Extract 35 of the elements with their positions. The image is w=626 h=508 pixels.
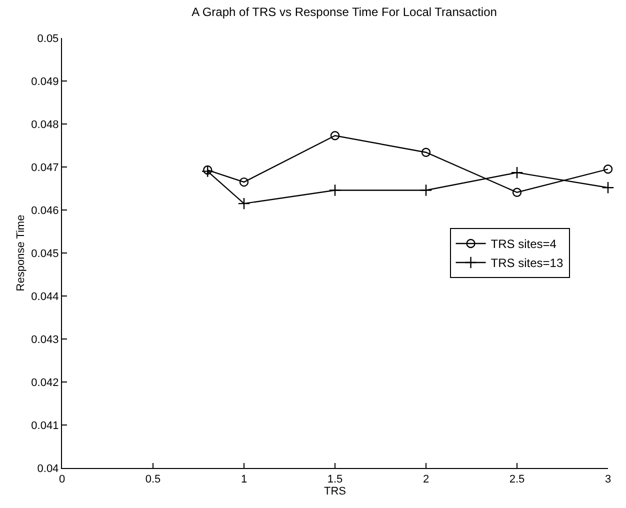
point [238,197,250,210]
y-tick-label: 0.041 [31,420,59,432]
chart-title: A Graph of TRS vs Response Time For Local Transaction [192,5,497,20]
y-tick-label: 0.044 [31,290,59,303]
x-tick-label: 3 [604,473,612,486]
point [203,165,212,175]
y-tick-label: 0.04 [37,462,59,475]
y-tick-label: 0.049 [31,76,59,88]
point [421,148,431,157]
y-axis-title: Response Time [14,214,27,292]
x-tick-label: 2.5 [509,473,525,486]
point [512,188,522,197]
x-tick-label: 0 [58,473,66,486]
x-tick-label: 2 [422,473,430,486]
point [420,184,432,196]
x-tick-label: 0.5 [145,473,161,486]
x-axis-title: TRS [324,486,346,498]
y-tick-label: 0.045 [31,248,59,260]
x-tick-label: 1 [240,473,248,486]
point [239,177,249,187]
x-tick-label: 1.5 [327,473,343,486]
legend-label: TRS sites=13 [490,256,564,270]
point [603,164,613,174]
y-tick-label: 0.048 [31,118,59,131]
point [510,166,524,179]
y-tick-label: 0.047 [31,162,59,174]
point [201,165,214,178]
y-tick-label: 0.05 [37,32,59,45]
y-tick-label: 0.043 [31,334,59,346]
y-tick-label: 0.046 [31,204,59,217]
point [330,131,340,140]
legend-label: TRS sites=4 [490,237,557,252]
y-tick-label: 0.042 [31,376,59,389]
point [602,181,614,194]
point [328,184,342,196]
